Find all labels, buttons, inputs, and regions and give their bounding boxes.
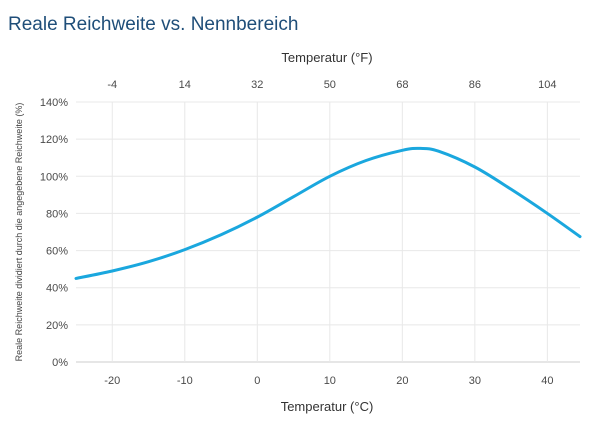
x-tick-label-1: -10: [177, 375, 193, 387]
x-tick-label-6: 40: [541, 375, 553, 387]
bottom-x-axis: -20 -10 0 10 20 30 40: [104, 375, 553, 387]
y-tick-label-6: 120%: [40, 134, 68, 146]
chart-title: Reale Reichweite vs. Nennbereich: [8, 14, 298, 35]
x-tick-label-4: 20: [396, 375, 408, 387]
y-axis: 0% 20% 40% 60% 80% 100% 120% 140%: [40, 97, 68, 369]
x2-tick-label-3: 50: [324, 79, 336, 91]
top-axis-title: Temperatur (°F): [281, 50, 372, 65]
y-tick-label-5: 100%: [40, 171, 68, 183]
x-tick-label-5: 30: [469, 375, 481, 387]
x-tick-label-3: 10: [324, 375, 336, 387]
x2-tick-label-4: 68: [396, 79, 408, 91]
y-tick-label-1: 20%: [46, 320, 68, 332]
x-tick-label-0: -20: [104, 375, 120, 387]
grid: [76, 101, 580, 363]
x2-tick-label-6: 104: [538, 79, 556, 91]
x2-tick-label-1: 14: [179, 79, 191, 91]
x2-tick-label-2: 32: [251, 79, 263, 91]
y-axis-title: Reale Reichweite dividiert durch die ang…: [14, 103, 24, 362]
series-group: [74, 146, 582, 280]
y-tick-label-3: 60%: [46, 246, 68, 258]
x-tick-label-2: 0: [254, 375, 260, 387]
bottom-axis-title: Temperatur (°C): [281, 399, 374, 414]
series-line-0: [74, 146, 582, 280]
top-x-axis: -4 14 32 50 68 86 104: [107, 79, 556, 91]
x2-tick-label-0: -4: [107, 79, 117, 91]
y-tick-label-2: 40%: [46, 283, 68, 295]
y-tick-label-4: 80%: [46, 208, 68, 220]
y-tick-label-7: 140%: [40, 97, 68, 109]
y-tick-label-0: 0%: [52, 357, 68, 369]
x2-tick-label-5: 86: [469, 79, 481, 91]
